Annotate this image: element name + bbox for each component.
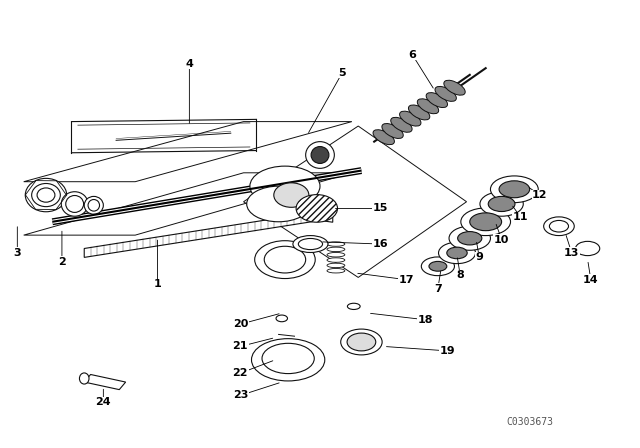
Ellipse shape [438,242,476,263]
Ellipse shape [347,333,376,351]
Text: 15: 15 [373,203,388,213]
Ellipse shape [66,195,84,212]
Ellipse shape [480,192,524,216]
Ellipse shape [255,241,316,279]
Ellipse shape [499,181,530,198]
Text: 12: 12 [532,190,548,200]
Polygon shape [84,211,320,258]
Text: 8: 8 [456,270,464,280]
Text: 10: 10 [494,235,509,245]
Text: 5: 5 [339,68,346,78]
Ellipse shape [37,188,55,202]
Ellipse shape [26,178,67,212]
Ellipse shape [490,176,538,202]
Ellipse shape [373,130,394,145]
Ellipse shape [296,194,337,222]
Ellipse shape [435,86,456,101]
Ellipse shape [311,146,329,164]
Ellipse shape [88,199,100,211]
Ellipse shape [327,242,345,246]
Text: C0303673: C0303673 [507,417,554,427]
Text: 11: 11 [513,212,529,222]
Ellipse shape [79,373,89,384]
Ellipse shape [262,343,314,374]
Ellipse shape [458,232,482,245]
Ellipse shape [382,124,403,138]
Polygon shape [320,210,333,222]
Ellipse shape [399,111,421,126]
Ellipse shape [327,263,345,267]
Text: 20: 20 [233,319,248,329]
Text: 24: 24 [95,397,111,407]
Text: 23: 23 [233,390,248,401]
Polygon shape [84,375,125,390]
Ellipse shape [61,192,88,216]
Ellipse shape [250,166,320,206]
Ellipse shape [252,339,324,381]
Text: 7: 7 [434,284,442,293]
Ellipse shape [543,217,574,236]
Text: 9: 9 [476,252,483,263]
Ellipse shape [426,93,447,108]
Text: 14: 14 [583,275,598,284]
Text: 16: 16 [372,239,388,249]
Ellipse shape [31,184,60,207]
Text: 21: 21 [232,341,248,351]
Ellipse shape [575,241,600,256]
Text: 17: 17 [398,275,414,284]
Ellipse shape [417,99,438,114]
Ellipse shape [549,220,568,232]
Ellipse shape [306,142,334,168]
Ellipse shape [276,315,287,322]
Ellipse shape [246,186,310,222]
Ellipse shape [470,213,502,231]
Ellipse shape [421,257,454,276]
Ellipse shape [293,236,328,253]
Ellipse shape [391,117,412,132]
Ellipse shape [429,261,447,271]
Ellipse shape [327,258,345,262]
Ellipse shape [327,268,345,273]
Ellipse shape [449,226,490,250]
Text: 6: 6 [408,50,417,60]
Text: 2: 2 [58,257,66,267]
Ellipse shape [274,183,309,207]
Ellipse shape [408,105,430,120]
Ellipse shape [348,303,360,310]
Text: 19: 19 [440,346,455,356]
Text: 13: 13 [564,248,579,258]
Ellipse shape [340,329,382,355]
Ellipse shape [447,247,467,259]
Ellipse shape [264,246,306,273]
Text: 1: 1 [154,279,161,289]
Text: 22: 22 [232,368,248,378]
Ellipse shape [327,247,345,252]
Ellipse shape [488,196,515,211]
Ellipse shape [298,238,323,250]
Text: 4: 4 [186,59,193,69]
Ellipse shape [461,208,511,236]
Text: 3: 3 [13,248,21,258]
Text: 18: 18 [417,315,433,325]
Ellipse shape [84,196,103,214]
Ellipse shape [327,253,345,257]
Ellipse shape [444,80,465,95]
